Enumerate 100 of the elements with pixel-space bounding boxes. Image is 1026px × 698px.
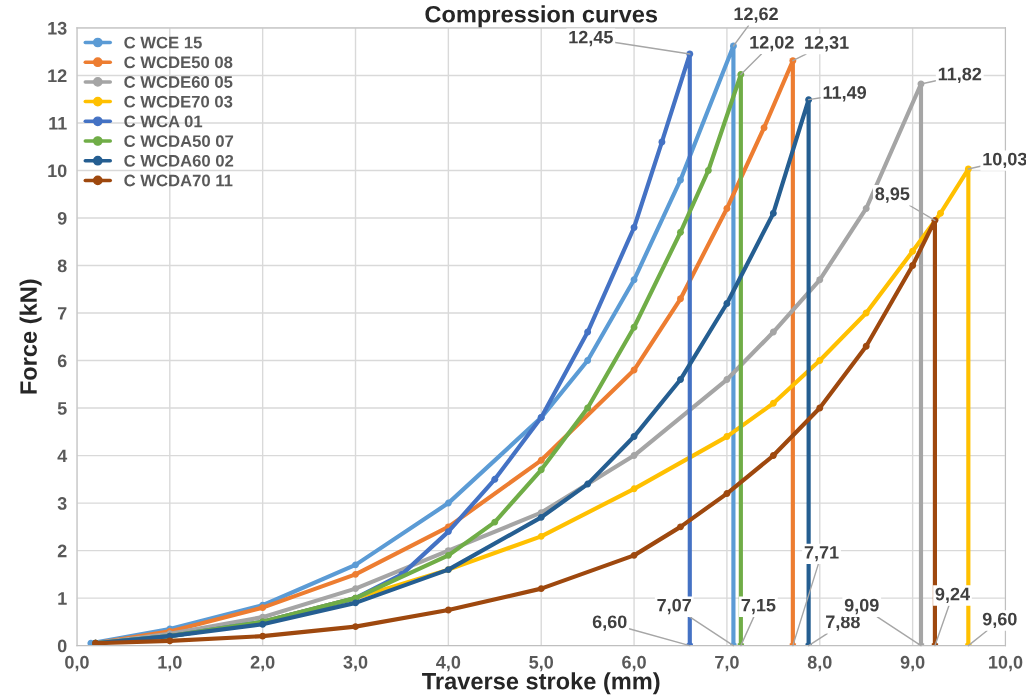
point (677, 176, 684, 184)
x-tick-label: 10,0 (989, 655, 1023, 672)
point (630, 551, 638, 559)
x-tick-label: 9,0 (900, 655, 925, 672)
y-axis-title: Force (kN) (19, 279, 42, 394)
annotation: 7,15 (741, 598, 776, 615)
point (677, 523, 684, 531)
point (584, 404, 592, 412)
point (909, 247, 917, 255)
point (537, 585, 545, 593)
x-tick-label: 1,0 (158, 655, 182, 672)
y-tick-label: 11 (49, 117, 67, 130)
point (584, 328, 592, 336)
point (769, 399, 777, 407)
y-tick-label: 6 (57, 354, 67, 368)
annotation: 11,49 (823, 86, 867, 102)
point (769, 209, 777, 217)
point (816, 357, 824, 365)
point (704, 167, 712, 174)
point (769, 452, 777, 460)
point (259, 632, 267, 640)
x-tick-label: 6,0 (622, 655, 646, 672)
point (491, 518, 499, 526)
point (677, 295, 684, 303)
point (937, 209, 944, 217)
legend-label: C WCDE70 03 (124, 95, 233, 108)
y-tick-label: 9 (57, 211, 67, 225)
point (723, 433, 731, 441)
point (584, 480, 592, 488)
legend-label: C WCE 15 (124, 36, 202, 49)
point (352, 561, 359, 569)
y-tick-label: 10 (48, 164, 67, 178)
point (352, 599, 359, 607)
x-tick-label: 3,0 (343, 655, 368, 672)
point (723, 376, 731, 384)
x-tick-label: 0,0 (65, 655, 89, 672)
legend-label: C WCDA60 02 (124, 154, 234, 167)
annotation: 7,71 (804, 546, 839, 562)
point (537, 513, 545, 521)
point (166, 637, 174, 645)
chart-title: Compression curves (425, 5, 658, 28)
point (630, 323, 638, 331)
legend-label: C WCDE60 05 (124, 76, 233, 88)
point (816, 404, 824, 412)
point (630, 452, 638, 460)
legend-label: C WCDE50 08 (124, 56, 233, 69)
x-tick-label: 4,0 (436, 655, 461, 672)
point (444, 606, 452, 614)
y-tick-label: 2 (57, 544, 67, 558)
point (769, 328, 777, 336)
legend-label: C WCDA50 07 (124, 135, 234, 148)
annotation: 6,60 (592, 615, 627, 631)
point (352, 570, 359, 578)
y-tick-label: 7 (57, 307, 67, 320)
annotation: 10,03 (983, 152, 1026, 169)
point (444, 528, 452, 536)
point (352, 585, 359, 593)
point (862, 205, 870, 212)
annotation: 12,31 (805, 36, 849, 52)
point (760, 124, 768, 132)
annotation: 11,82 (938, 67, 982, 84)
point (537, 466, 545, 474)
legend-label: C WCDA70 11 (124, 174, 233, 187)
annotation: 9,60 (982, 612, 1017, 629)
point (537, 532, 545, 540)
x-tick-label: 8,0 (807, 655, 832, 672)
y-tick-label: 8 (57, 259, 67, 273)
point (444, 551, 452, 559)
point (816, 276, 824, 284)
point (723, 205, 731, 212)
annotation: 9,09 (844, 598, 879, 615)
y-tick-label: 4 (57, 449, 68, 463)
annotation: 12,45 (569, 30, 613, 47)
point (723, 300, 731, 307)
annotation: 12,62 (734, 7, 778, 23)
point (630, 433, 638, 441)
annotation: 8,95 (875, 187, 910, 203)
point (584, 357, 592, 365)
x-axis-title: Traverse stroke (mm) (422, 672, 660, 695)
y-tick-label: 0 (57, 639, 67, 653)
x-tick-label: 5,0 (529, 655, 554, 672)
y-tick-label: 1 (58, 592, 67, 605)
point (862, 309, 870, 317)
point (723, 490, 731, 498)
point (630, 224, 638, 231)
point (909, 262, 917, 269)
point (630, 485, 638, 493)
y-tick-label: 3 (57, 497, 67, 510)
x-tick-label: 7,0 (715, 655, 739, 672)
point (677, 376, 684, 384)
point (537, 456, 545, 464)
point (630, 276, 638, 284)
point (352, 623, 359, 631)
x-tick-label: 2,0 (250, 655, 275, 672)
annotation: 12,02 (750, 35, 794, 52)
y-tick-label: 12 (48, 69, 67, 82)
point (491, 475, 499, 483)
annotation: 7,07 (657, 598, 691, 615)
point (677, 228, 684, 236)
point (862, 342, 870, 350)
